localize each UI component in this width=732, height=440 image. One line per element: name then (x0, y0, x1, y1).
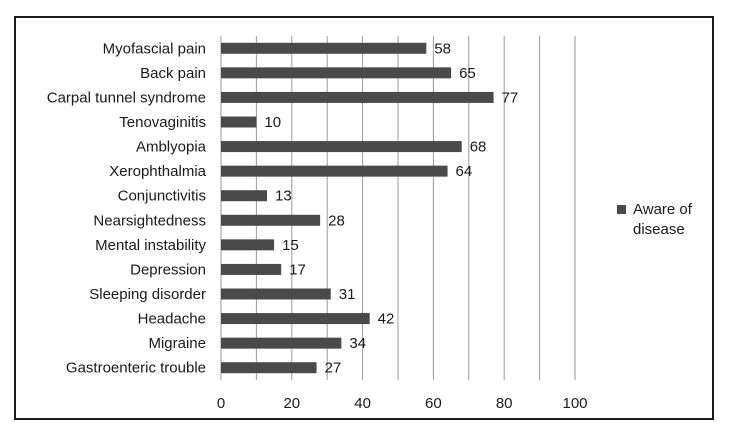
bar-8 (221, 214, 321, 226)
bar-14 (221, 362, 317, 374)
data-label-3: 77 (502, 89, 519, 106)
bar-10 (221, 263, 282, 275)
category-label-13: Migraine (148, 335, 206, 352)
data-label-14: 27 (325, 360, 342, 377)
data-label-6: 64 (456, 163, 473, 180)
category-label-10: Depression (130, 261, 206, 278)
bar-2 (221, 67, 452, 79)
category-label-4: Tenovaginitis (119, 114, 206, 131)
bar-7 (221, 190, 268, 202)
data-label-2: 65 (459, 65, 476, 82)
x-tick-label-0: 0 (217, 395, 225, 412)
bar-5 (221, 141, 462, 153)
category-label-6: Xerophthalmia (109, 163, 206, 180)
gridlines (220, 36, 576, 380)
bar-9 (221, 239, 275, 251)
data-label-12: 42 (378, 311, 395, 328)
data-label-7: 13 (275, 188, 292, 205)
category-label-14: Gastroenteric trouble (66, 360, 206, 377)
category-label-9: Mental instability (95, 237, 206, 254)
category-labels: Myofascial pain Back pain Carpal tunnel sy… (47, 40, 207, 376)
bar-6 (221, 165, 448, 177)
category-label-11: Sleeping disorder (89, 286, 206, 303)
bar-3 (221, 91, 494, 103)
data-label-1: 58 (434, 40, 451, 57)
x-axis-tick-labels: 0 20 40 60 80 100 (217, 395, 588, 412)
bar-1 (221, 42, 427, 54)
category-label-5: Amblyopia (136, 139, 207, 156)
data-label-4: 10 (264, 114, 281, 131)
bar-13 (221, 337, 342, 349)
category-label-2: Back pain (140, 65, 206, 82)
category-label-3: Carpal tunnel syndrome (47, 89, 206, 106)
x-tick-label-60: 60 (425, 395, 442, 412)
bar-4 (221, 116, 257, 128)
legend: Aware of disease (617, 201, 693, 238)
bar-12 (221, 313, 370, 325)
data-label-9: 15 (282, 237, 299, 254)
x-tick-label-20: 20 (283, 395, 300, 412)
legend-swatch (617, 205, 626, 214)
x-tick-label-100: 100 (562, 395, 587, 412)
x-tick-label-40: 40 (354, 395, 371, 412)
category-label-8: Nearsightedness (93, 212, 206, 229)
data-label-5: 68 (470, 139, 487, 156)
data-label-11: 31 (339, 286, 356, 303)
category-label-1: Myofascial pain (103, 40, 206, 57)
category-label-7: Conjunctivitis (118, 188, 206, 205)
legend-label-line-2: disease (633, 221, 685, 238)
chart-frame (14, 16, 714, 420)
data-label-13: 34 (349, 335, 366, 352)
x-tick-label-80: 80 (496, 395, 513, 412)
bar-11 (221, 288, 331, 300)
data-labels: 58 65 77 10 68 64 13 28 15 17 31 42 34 27 (264, 40, 518, 376)
category-label-12: Headache (138, 311, 206, 328)
data-label-10: 17 (289, 261, 306, 278)
bars (221, 42, 494, 374)
legend-label-line-1: Aware of (633, 201, 693, 218)
data-label-8: 28 (328, 212, 345, 229)
